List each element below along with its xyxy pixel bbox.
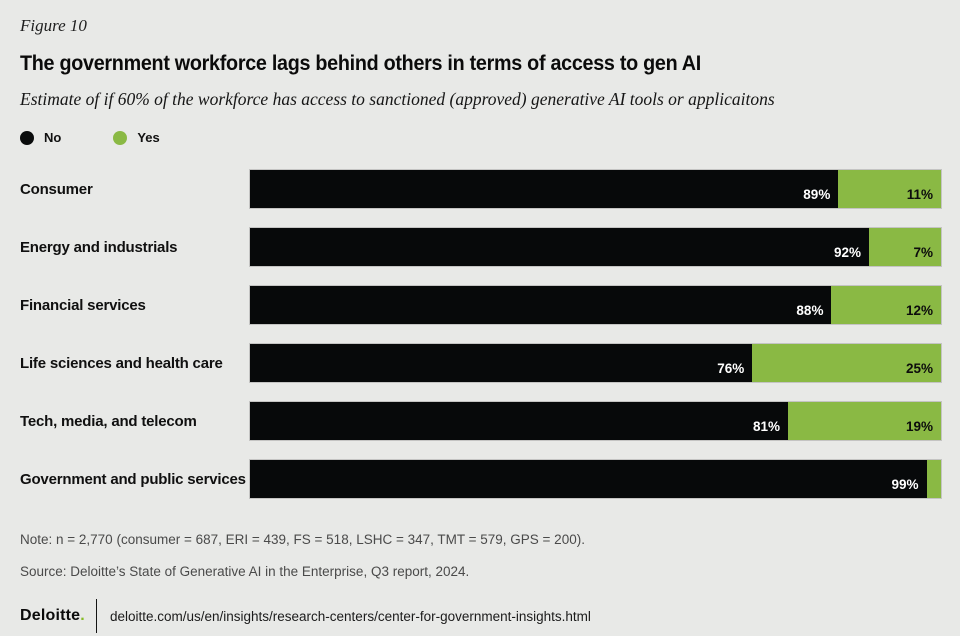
- bar-segment-yes: 19%: [787, 402, 941, 440]
- deloitte-logo: Deloitte.: [20, 607, 85, 625]
- stacked-bar: 92% 7%: [250, 228, 941, 266]
- note-text: Note: n = 2,770 (consumer = 687, ERI = 4…: [20, 532, 585, 547]
- category-label: Consumer: [20, 180, 93, 198]
- deloitte-logo-text: Deloitte: [20, 607, 81, 624]
- category-label: Tech, media, and telecom: [20, 412, 197, 430]
- deloitte-logo-period: .: [80, 607, 85, 624]
- bar-segment-no: 89%: [250, 170, 839, 208]
- bar-value-no: 76%: [717, 361, 745, 376]
- bar-value-no: 88%: [796, 303, 824, 318]
- footer-divider: [95, 599, 97, 633]
- bar-value-yes: 19%: [905, 419, 933, 434]
- chart-row: Government and public services 99%: [20, 460, 941, 498]
- stacked-bar: 76% 25%: [250, 344, 941, 382]
- bar-segment-no: 92%: [250, 228, 870, 266]
- bar-value-yes: 12%: [905, 303, 933, 318]
- legend-swatch-no-icon: [20, 130, 34, 145]
- figure-label: Figure 10: [20, 16, 87, 35]
- chart-header: Figure 10 The government workforce lags …: [0, 0, 960, 145]
- bar-value-no: 89%: [803, 187, 831, 202]
- legend-swatch-yes-icon: [113, 130, 128, 145]
- chart-row: Life sciences and health care 76% 25%: [20, 344, 941, 382]
- bar-segment-no: 88%: [250, 286, 832, 324]
- category-label: Government and public services: [20, 470, 246, 488]
- bar-value-yes: 25%: [905, 361, 933, 376]
- footer-url-link[interactable]: deloitte.com/us/en/insights/research-cen…: [109, 608, 591, 624]
- chart-row: Financial services 88% 12%: [20, 286, 941, 324]
- source-text: Source: Deloitte’s State of Generative A…: [20, 564, 470, 579]
- category-label: Financial services: [20, 296, 146, 314]
- stacked-bar-chart: Consumer 89% 11% Energy and industrials …: [20, 170, 941, 498]
- legend-item-no: No: [20, 130, 61, 145]
- stacked-bar: 89% 11%: [250, 170, 941, 208]
- bar-segment-yes: 12%: [831, 286, 941, 324]
- bar-segment-no: 99%: [250, 460, 927, 498]
- chart-row: Energy and industrials 92% 7%: [20, 228, 941, 266]
- legend-label-yes: Yes: [137, 130, 160, 145]
- bar-segment-yes: 7%: [869, 228, 941, 266]
- bar-segment-yes: [926, 460, 941, 498]
- bar-value-yes: 7%: [913, 245, 933, 260]
- legend: No Yes: [20, 130, 940, 145]
- chart-subtitle: Estimate of if 60% of the workforce has …: [20, 89, 775, 109]
- category-label: Energy and industrials: [20, 238, 178, 256]
- stacked-bar: 88% 12%: [250, 286, 941, 324]
- bar-value-yes: [933, 492, 941, 498]
- bar-segment-no: 76%: [250, 344, 753, 382]
- footer: Deloitte. deloitte.com/us/en/insights/re…: [20, 599, 940, 633]
- legend-label-no: No: [44, 130, 62, 145]
- legend-item-yes: Yes: [113, 130, 160, 145]
- chart-row: Consumer 89% 11%: [20, 170, 941, 208]
- bar-segment-yes: 25%: [752, 344, 941, 382]
- bar-segment-yes: 11%: [838, 170, 941, 208]
- bar-segment-no: 81%: [250, 402, 788, 440]
- bar-value-no: 92%: [834, 245, 862, 260]
- chart-title: The government workforce lags behind oth…: [20, 52, 702, 75]
- chart-row: Tech, media, and telecom 81% 19%: [20, 402, 941, 440]
- stacked-bar: 99%: [250, 460, 941, 498]
- bar-value-no: 81%: [752, 419, 780, 434]
- bar-value-yes: 11%: [906, 187, 933, 202]
- bar-value-no: 99%: [891, 477, 919, 492]
- category-label: Life sciences and health care: [20, 354, 223, 372]
- stacked-bar: 81% 19%: [250, 402, 941, 440]
